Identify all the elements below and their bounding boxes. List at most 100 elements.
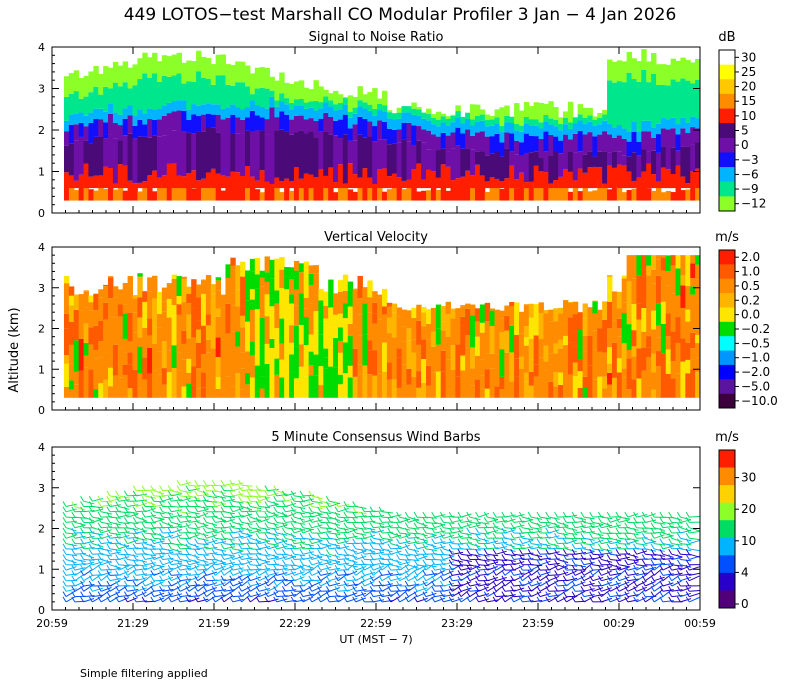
velocity-cell xyxy=(646,275,652,287)
barb-shaft xyxy=(83,500,95,505)
legend-label: 0 xyxy=(741,138,749,152)
barb-flag xyxy=(475,548,480,555)
barb-flag xyxy=(264,596,269,603)
snr-column-segment xyxy=(563,118,569,125)
snr-column-segment xyxy=(479,114,486,121)
velocity-cell xyxy=(621,302,628,314)
snr-column-segment xyxy=(533,136,540,152)
snr-column-segment xyxy=(499,125,505,133)
wind-barb xyxy=(255,591,270,598)
wind-barb xyxy=(404,564,419,571)
barb-shaft xyxy=(346,553,358,559)
legend-swatch xyxy=(719,321,735,337)
snr-column-segment xyxy=(127,67,133,89)
barb-shaft xyxy=(381,548,393,553)
barb-shaft xyxy=(223,589,235,592)
barb-flag xyxy=(378,591,383,597)
barb-shaft xyxy=(258,518,270,523)
wind-barb xyxy=(176,522,191,529)
barb-shaft xyxy=(118,570,129,576)
barb-shaft xyxy=(100,535,112,539)
wind-barb xyxy=(360,570,376,576)
snr-column-segment xyxy=(171,75,178,102)
wind-barb xyxy=(448,570,464,576)
barb-flag xyxy=(238,480,243,486)
velocity-cell xyxy=(558,384,564,398)
barb-flag xyxy=(194,575,199,581)
barb-shaft xyxy=(478,586,489,592)
barb-flag xyxy=(396,538,401,544)
barb-flag xyxy=(290,501,295,507)
wind-barb xyxy=(360,548,376,555)
velocity-cell xyxy=(68,305,75,322)
wind-barb xyxy=(264,517,279,526)
wind-barb xyxy=(150,511,165,520)
snr-column-segment xyxy=(470,135,476,150)
wind-barb xyxy=(352,511,367,518)
wind-barb xyxy=(325,569,340,576)
wind-barb xyxy=(475,596,490,603)
wind-barb xyxy=(466,559,481,569)
barb-flag xyxy=(431,586,436,592)
barb-shaft xyxy=(311,495,323,500)
barb-flag xyxy=(229,480,234,486)
barb-flag xyxy=(150,527,155,534)
barb-shaft xyxy=(329,502,340,507)
wind-barb xyxy=(229,580,244,587)
wind-barb xyxy=(238,570,253,576)
wind-barb xyxy=(448,584,462,592)
snr-column-segment xyxy=(377,139,383,170)
barb-shaft xyxy=(250,569,261,576)
wind-barb xyxy=(501,595,515,603)
barb-shaft xyxy=(171,509,183,513)
barb-shaft xyxy=(460,595,471,603)
wind-barb xyxy=(123,522,139,531)
barb-shaft xyxy=(399,561,411,566)
snr-column-segment xyxy=(538,157,544,172)
barb-shaft xyxy=(215,490,226,495)
snr-column-segment xyxy=(122,135,129,166)
panel-plot-area xyxy=(64,49,701,201)
snr-column-segment xyxy=(430,117,437,125)
barb-shaft xyxy=(65,534,77,539)
barb-flag xyxy=(238,490,243,497)
velocity-cell xyxy=(122,304,129,314)
barb-shaft xyxy=(101,568,113,571)
snr-column-segment xyxy=(68,184,75,201)
velocity-cell xyxy=(567,374,574,398)
wind-barb xyxy=(220,517,235,523)
wind-barb xyxy=(352,527,367,536)
velocity-cell xyxy=(215,277,222,281)
snr-column-segment xyxy=(181,62,187,84)
velocity-cell xyxy=(582,308,588,319)
velocity-cell xyxy=(200,354,207,373)
barb-shaft xyxy=(250,495,262,498)
snr-column-segment xyxy=(313,120,319,138)
barb-flag xyxy=(194,580,199,587)
barb-shaft xyxy=(118,584,129,592)
barb-flag xyxy=(431,543,436,550)
barb-flag xyxy=(123,570,128,576)
barb-flag xyxy=(281,538,286,544)
velocity-cell xyxy=(264,343,270,364)
barb-shaft xyxy=(153,581,165,587)
wind-barb xyxy=(238,538,253,545)
barb-flag xyxy=(273,575,278,581)
snr-column-segment xyxy=(460,148,466,177)
velocity-cell xyxy=(523,337,530,346)
snr-column-segment xyxy=(83,163,89,189)
barb-flag xyxy=(448,527,453,534)
velocity-cell xyxy=(200,293,207,326)
wind-barb xyxy=(281,533,297,542)
velocity-cell xyxy=(445,359,451,390)
barb-flag xyxy=(150,575,155,581)
barb-flag xyxy=(273,586,278,592)
barb-shaft xyxy=(171,499,183,502)
velocity-cell xyxy=(210,293,217,322)
barb-flag xyxy=(378,564,383,571)
wind-barb xyxy=(97,573,110,582)
velocity-cell xyxy=(665,255,672,272)
velocity-cell xyxy=(293,325,300,347)
wind-barb xyxy=(483,590,498,598)
barb-flag xyxy=(220,501,225,507)
